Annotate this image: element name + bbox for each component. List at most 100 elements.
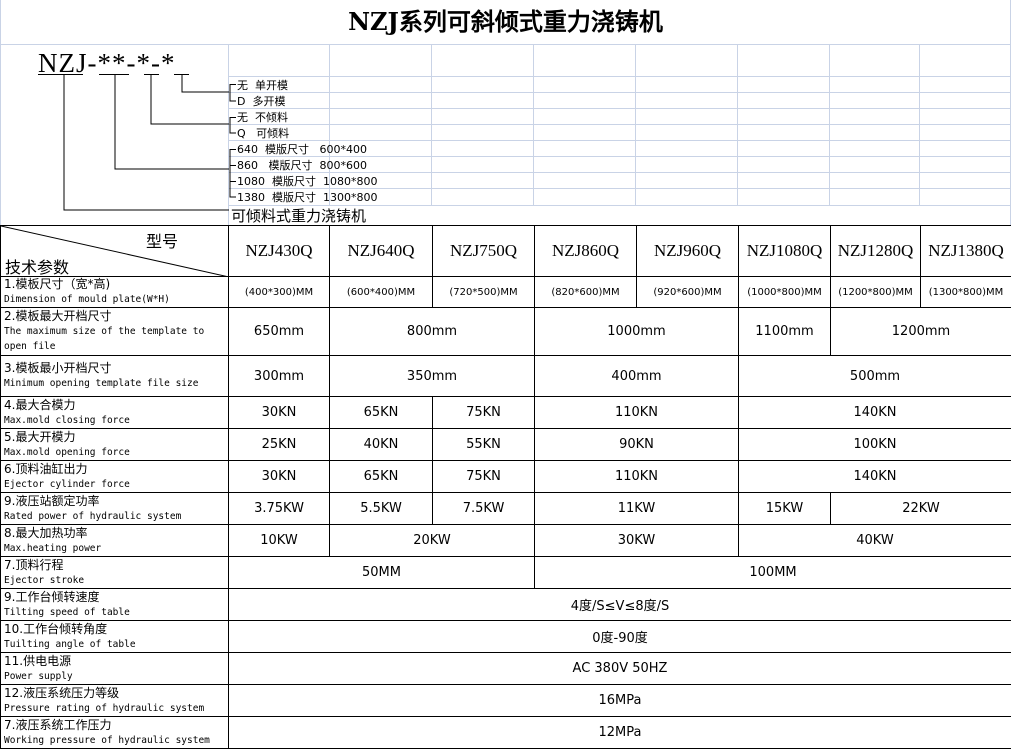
value-cell: 55KN bbox=[433, 429, 535, 461]
param-label-en: Power supply bbox=[4, 669, 228, 684]
value-cell: 1200mm bbox=[831, 308, 1011, 356]
value-cell: 1100mm bbox=[739, 308, 831, 356]
code-prefix: NZJ bbox=[38, 48, 88, 79]
value-cell: 400mm bbox=[535, 356, 739, 397]
param-label-cn: 6.顶料油缸出力 bbox=[4, 462, 228, 477]
table-row: 1.模板尺寸（宽*高)Dimension of mould plate(W*H)… bbox=[1, 277, 1011, 308]
value-cell: 100MM bbox=[535, 557, 1011, 589]
corner-model-label: 型号 bbox=[146, 228, 178, 252]
value-cell: 40KN bbox=[330, 429, 433, 461]
param-label-en: Rated power of hydraulic system bbox=[4, 509, 228, 524]
value-cell: 800mm bbox=[330, 308, 535, 356]
page-title: NZJ系列可斜倾式重力浇铸机 bbox=[0, 0, 1011, 44]
machine-subtitle: 可倾料式重力浇铸机 bbox=[231, 205, 366, 226]
model-code-pattern: NZJ-**-*-* bbox=[38, 48, 176, 79]
model-header-nzj430q: NZJ430Q bbox=[229, 226, 330, 277]
value-cell: (720*500)MM bbox=[433, 277, 535, 308]
value-cell: 30KN bbox=[229, 397, 330, 429]
corner-header-cell: 型号 技术参数 bbox=[1, 226, 229, 277]
value-cell: 65KN bbox=[330, 461, 433, 493]
model-header-nzj860q: NZJ860Q bbox=[535, 226, 637, 277]
option-size-1080: 1080 模版尺寸 1080*800 bbox=[237, 173, 377, 189]
value-cell: 5.5KW bbox=[330, 493, 433, 525]
param-label-en: Max.mold opening force bbox=[4, 445, 228, 460]
model-header-nzj960q: NZJ960Q bbox=[637, 226, 739, 277]
option-multi-mold: D 多开模 bbox=[237, 93, 285, 109]
model-header-nzj750q: NZJ750Q bbox=[433, 226, 535, 277]
option-size-860: 860 模版尺寸 800*600 bbox=[237, 157, 367, 173]
value-cell: (400*300)MM bbox=[229, 277, 330, 308]
model-header-nzj640q: NZJ640Q bbox=[330, 226, 433, 277]
value-cell: 20KW bbox=[330, 525, 535, 557]
value-cell: (1200*800)MM bbox=[831, 277, 921, 308]
value-cell: (1300*800)MM bbox=[921, 277, 1011, 308]
value-cell: 30KN bbox=[229, 461, 330, 493]
param-label-en: Working pressure of hydraulic system bbox=[4, 733, 228, 748]
value-cell: 4度/S≤V≤8度/S bbox=[229, 589, 1011, 621]
model-header-nzj1380q: NZJ1380Q bbox=[921, 226, 1011, 277]
param-label-cn: 10.工作台倾转角度 bbox=[4, 622, 228, 637]
value-cell: 140KN bbox=[739, 461, 1011, 493]
value-cell: 75KN bbox=[433, 461, 535, 493]
code-dash: - bbox=[88, 48, 98, 79]
param-label-cn: 7.液压系统工作压力 bbox=[4, 718, 228, 733]
value-cell: (1000*800)MM bbox=[739, 277, 831, 308]
value-cell: 140KN bbox=[739, 397, 1011, 429]
option-no-tilt: 无 不倾料 bbox=[237, 109, 288, 125]
value-cell: (820*600)MM bbox=[535, 277, 637, 308]
value-cell: 10KW bbox=[229, 525, 330, 557]
param-label-cell: 1.模板尺寸（宽*高)Dimension of mould plate(W*H) bbox=[1, 277, 229, 308]
param-label-en: The maximum size of the template to open… bbox=[4, 324, 228, 354]
param-label-en: Tilting speed of table bbox=[4, 605, 228, 620]
value-cell: 110KN bbox=[535, 397, 739, 429]
value-cell: 15KW bbox=[739, 493, 831, 525]
param-label-cn: 8.最大加热功率 bbox=[4, 526, 228, 541]
model-header-nzj1280q: NZJ1280Q bbox=[831, 226, 921, 277]
param-label-cn: 3.模板最小开档尺寸 bbox=[4, 361, 228, 376]
value-cell: (600*400)MM bbox=[330, 277, 433, 308]
param-label-cn: 11.供电电源 bbox=[4, 654, 228, 669]
option-size-640: 640 模版尺寸 600*400 bbox=[237, 141, 367, 157]
param-label-en: Ejector cylinder force bbox=[4, 477, 228, 492]
value-cell: 7.5KW bbox=[433, 493, 535, 525]
value-cell: 350mm bbox=[330, 356, 535, 397]
value-cell: 40KW bbox=[739, 525, 1011, 557]
param-label-en: Max.mold closing force bbox=[4, 413, 228, 428]
value-cell: 16MPa bbox=[229, 685, 1011, 717]
param-label-cn: 9.液压站额定功率 bbox=[4, 494, 228, 509]
value-cell: 650mm bbox=[229, 308, 330, 356]
value-cell: AC 380V 50HZ bbox=[229, 653, 1011, 685]
param-label-cn: 2.模板最大开档尺寸 bbox=[4, 309, 228, 324]
value-cell: 3.75KW bbox=[229, 493, 330, 525]
value-cell: 25KN bbox=[229, 429, 330, 461]
param-label-cn: 9.工作台倾转速度 bbox=[4, 590, 228, 605]
param-label-en: Minimum opening template file size bbox=[4, 376, 228, 391]
value-cell: 500mm bbox=[739, 356, 1011, 397]
value-cell: 1000mm bbox=[535, 308, 739, 356]
param-label-cn: 1.模板尺寸（宽*高) bbox=[4, 277, 228, 292]
code-dash: - bbox=[127, 48, 137, 79]
value-cell: 50MM bbox=[229, 557, 535, 589]
param-label-cn: 12.液压系统压力等级 bbox=[4, 686, 228, 701]
